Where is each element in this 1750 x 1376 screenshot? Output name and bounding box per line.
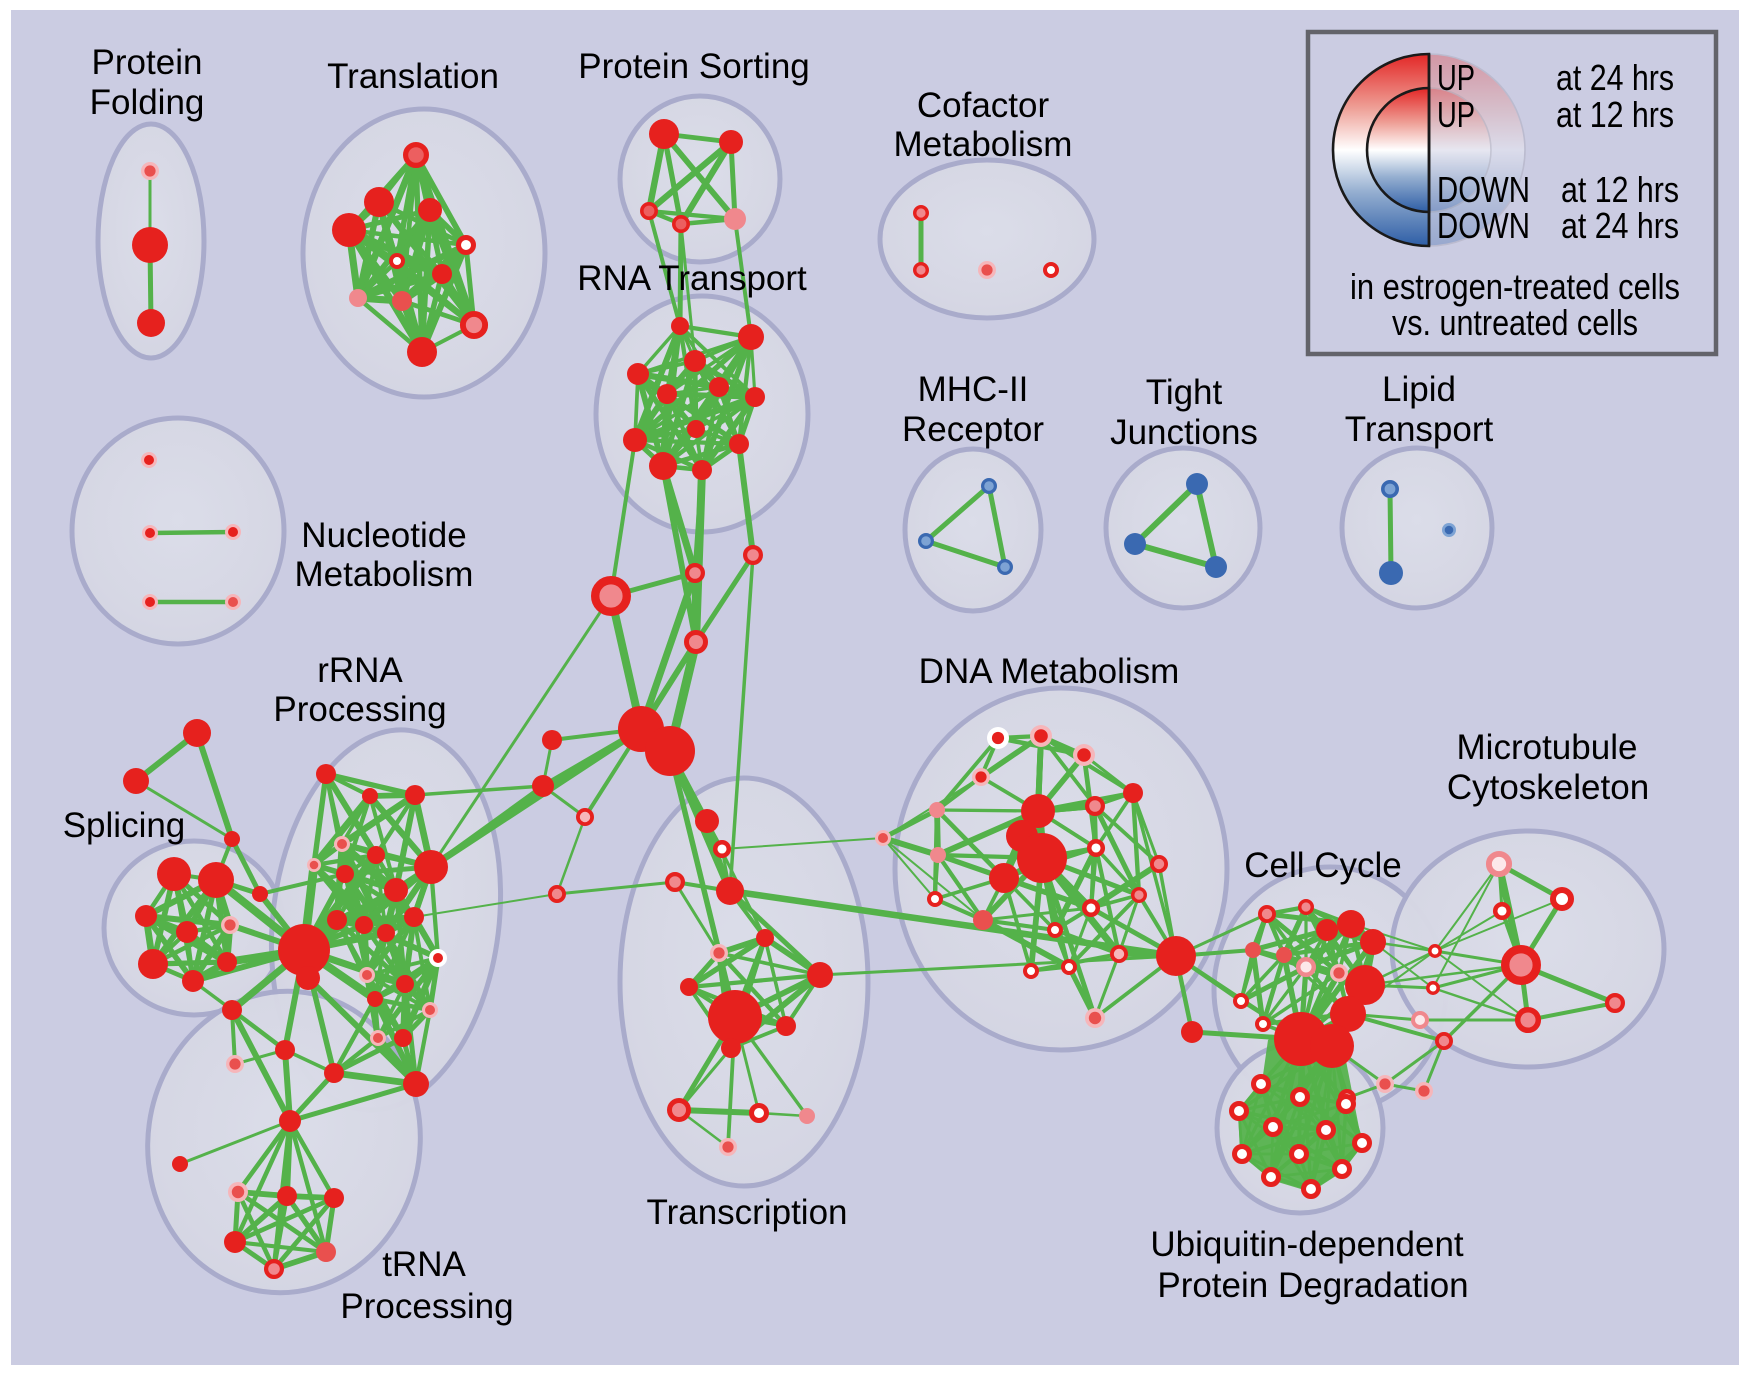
svg-text:DOWN: DOWN: [1437, 169, 1530, 210]
svg-text:Transcription: Transcription: [647, 1193, 848, 1232]
svg-text:MHC-II: MHC-II: [918, 370, 1029, 409]
svg-text:Transport: Transport: [1345, 410, 1494, 449]
svg-text:at 24 hrs: at 24 hrs: [1556, 57, 1674, 98]
svg-text:Metabolism: Metabolism: [295, 555, 474, 594]
svg-text:rRNA: rRNA: [317, 651, 403, 690]
svg-text:Splicing: Splicing: [63, 806, 186, 845]
svg-text:DNA Metabolism: DNA Metabolism: [919, 652, 1180, 691]
svg-text:UP: UP: [1437, 57, 1475, 98]
svg-text:Protein Sorting: Protein Sorting: [578, 47, 810, 86]
svg-text:UP: UP: [1437, 94, 1475, 135]
svg-text:Processing: Processing: [340, 1287, 513, 1326]
svg-text:Cytoskeleton: Cytoskeleton: [1447, 768, 1649, 807]
svg-text:vs. untreated cells: vs. untreated cells: [1392, 302, 1638, 343]
svg-text:Ubiquitin-dependent: Ubiquitin-dependent: [1150, 1225, 1464, 1264]
svg-text:RNA Transport: RNA Transport: [577, 259, 807, 298]
svg-text:tRNA: tRNA: [382, 1245, 466, 1284]
svg-text:in estrogen-treated cells: in estrogen-treated cells: [1350, 266, 1680, 307]
svg-text:DOWN: DOWN: [1437, 205, 1530, 246]
svg-text:Processing: Processing: [273, 690, 446, 729]
svg-text:Protein: Protein: [92, 43, 203, 82]
svg-text:at 12 hrs: at 12 hrs: [1556, 94, 1674, 135]
svg-text:Junctions: Junctions: [1110, 413, 1258, 452]
svg-text:Cell Cycle: Cell Cycle: [1244, 846, 1402, 885]
svg-text:Tight: Tight: [1146, 373, 1223, 412]
svg-text:at 12 hrs: at 12 hrs: [1561, 169, 1679, 210]
svg-text:Cofactor: Cofactor: [917, 86, 1050, 125]
svg-text:Receptor: Receptor: [902, 410, 1044, 449]
svg-text:at 24 hrs: at 24 hrs: [1561, 205, 1679, 246]
svg-text:Protein Degradation: Protein Degradation: [1157, 1266, 1468, 1305]
svg-text:Lipid: Lipid: [1382, 370, 1456, 409]
svg-text:Microtubule: Microtubule: [1457, 728, 1638, 767]
svg-text:Folding: Folding: [90, 83, 205, 122]
svg-text:Nucleotide: Nucleotide: [301, 516, 466, 555]
svg-text:Translation: Translation: [327, 57, 499, 96]
svg-text:Metabolism: Metabolism: [894, 125, 1073, 164]
